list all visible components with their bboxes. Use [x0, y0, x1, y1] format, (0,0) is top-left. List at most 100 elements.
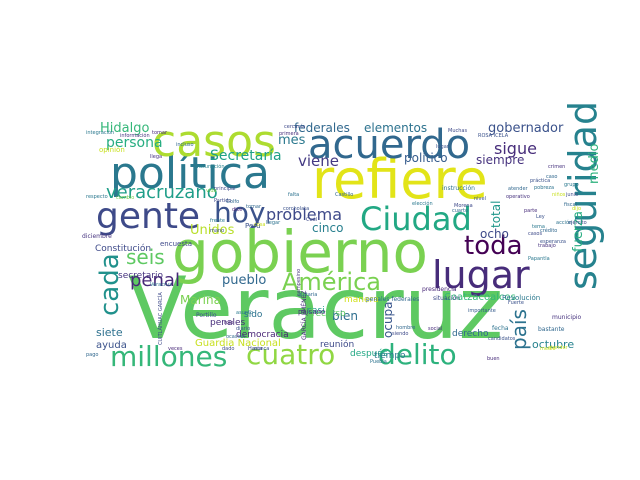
cloud-word: ejército: [568, 219, 587, 226]
cloud-word: lugar: [432, 253, 530, 297]
cloud-word: casos: [152, 116, 276, 167]
cloud-word: primera: [279, 131, 299, 137]
cloud-word: toda: [464, 231, 523, 261]
cloud-word: vida: [206, 188, 217, 194]
cloud-word: parte: [524, 208, 537, 214]
cloud-word: siempre: [476, 153, 524, 167]
cloud-word: pobreza: [534, 185, 554, 191]
cloud-word: diciembre: [82, 233, 112, 240]
cloud-word: lugar: [436, 144, 450, 150]
cloud-word: siendo: [392, 331, 408, 337]
cloud-word: importante: [468, 308, 496, 314]
cloud-word: dijo: [572, 206, 581, 212]
cloud-word: fecha: [492, 325, 509, 332]
cloud-word: después: [350, 348, 388, 359]
cloud-word: casi: [307, 306, 325, 316]
cloud-word: secretario: [118, 271, 163, 281]
cloud-word: diario: [236, 326, 250, 332]
cloud-word: acción: [556, 219, 572, 226]
cloud-word: rojo: [224, 320, 233, 326]
cloud-word: Unidos: [190, 223, 235, 238]
cloud-word: cosa: [254, 222, 265, 228]
cloud-word: municipio: [552, 314, 582, 321]
cloud-word: Revolución: [502, 294, 540, 302]
cloud-word: viene: [298, 152, 339, 170]
cloud-word: instrucción: [442, 185, 475, 192]
cloud-word: Morena: [454, 203, 473, 209]
cloud-word: ocupa: [381, 301, 395, 338]
cloud-word: social: [428, 326, 442, 332]
cloud-word: práctica: [530, 177, 550, 184]
cloud-word: bien: [332, 309, 358, 323]
cloud-word: mano: [210, 228, 224, 234]
cloud-word: ayuda: [96, 340, 127, 351]
cloud-word: gobernador: [488, 121, 564, 136]
cloud-word: medio: [540, 346, 556, 352]
cloud-word: reunión: [320, 339, 354, 350]
cloud-word: Ley: [536, 214, 545, 220]
cloud-word: Coatzacoalcos: [444, 292, 516, 303]
cloud-word: situación: [433, 295, 460, 302]
cloud-word: penales federales: [366, 296, 419, 303]
cloud-word: paisano: [298, 308, 325, 316]
cloud-word: político: [404, 151, 448, 165]
cloud-word: campesino: [296, 269, 302, 296]
cloud-word: seis: [126, 245, 165, 269]
cloud-word: sido: [244, 310, 263, 320]
cloud-word: Papantla: [528, 256, 550, 262]
cloud-word: Fuerte: [508, 300, 524, 306]
cloud-word: veces: [168, 346, 183, 352]
cloud-word: tomar: [246, 204, 262, 210]
cloud-word: fuerza: [571, 211, 586, 252]
cloud-word: seguridad: [561, 101, 605, 290]
cloud-word: ocho: [480, 227, 509, 241]
cloud-word: gobierno: [172, 218, 428, 286]
cloud-word: hoy: [214, 196, 265, 229]
cloud-word: derecho: [452, 329, 489, 339]
cloud-word: fiscal: [564, 202, 577, 208]
cloud-word: nunca: [254, 346, 269, 352]
cloud-word: opinión: [99, 146, 125, 154]
cloud-word: medio: [587, 143, 602, 184]
cloud-word: dado: [222, 346, 234, 352]
cloud-word: cuatro: [246, 338, 335, 371]
cloud-word: crédito: [540, 227, 557, 234]
cloud-word: tema: [532, 224, 545, 230]
cloud-word: sigue: [494, 139, 537, 158]
cloud-word: caso: [546, 174, 557, 180]
cloud-word: millones: [110, 340, 227, 373]
cloud-word: ocasión: [226, 333, 245, 340]
cloud-word: gente: [96, 196, 200, 237]
cloud-word: Hasta: [248, 346, 262, 352]
cloud-word: cercanía: [284, 123, 305, 130]
cloud-word: América: [282, 268, 381, 296]
cloud-word: Constitución: [95, 243, 151, 254]
cloud-word: tiempo: [374, 351, 406, 361]
cloud-word: respecto: [86, 194, 108, 200]
cloud-word: corcholata: [283, 206, 309, 212]
cloud-word: trabajo: [538, 243, 556, 249]
cloud-word: Perú: [245, 222, 261, 230]
cloud-word: Puebla: [370, 359, 387, 365]
cloud-word: Guardia Nacional: [195, 338, 281, 349]
cloud-word: Muchas: [448, 128, 467, 134]
cloud-word: integración: [86, 129, 114, 136]
cloud-word: llega: [150, 154, 162, 160]
cloud-word: tomar: [152, 130, 168, 136]
cloud-word: política: [110, 148, 270, 199]
cloud-word: delito: [378, 338, 457, 371]
cloud-word: acuerdo: [308, 122, 470, 168]
cloud-word: persona: [106, 135, 163, 151]
cloud-word: cinco: [312, 221, 343, 235]
cloud-word: Marina: [180, 293, 221, 307]
cloud-word: encuesta: [160, 240, 192, 248]
cloud-word: CUITLÁHUAC GARCÍA: [157, 292, 164, 345]
cloud-word: Veracruz: [128, 259, 503, 359]
cloud-word: frente: [210, 218, 225, 224]
cloud-word: penal: [130, 270, 180, 291]
cloud-word: información: [120, 132, 150, 139]
cloud-word: llegar: [266, 220, 281, 226]
cloud-word: ROSA ICELA: [478, 133, 509, 139]
cloud-word: pago: [86, 352, 98, 358]
